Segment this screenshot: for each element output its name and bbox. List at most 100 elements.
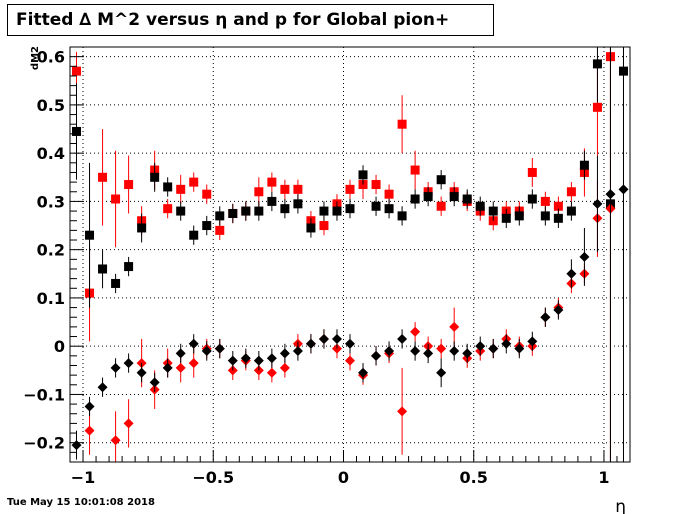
y-tick-label: 0: [54, 337, 65, 356]
data-point: [202, 221, 212, 231]
data-point: [123, 358, 134, 369]
data-point: [371, 201, 381, 211]
x-tick-label: 0: [338, 468, 349, 487]
data-point: [527, 194, 537, 204]
data-point: [331, 333, 342, 344]
data-point: [110, 435, 121, 446]
data-point: [124, 262, 134, 272]
data-point: [176, 184, 186, 194]
data-point: [553, 201, 563, 211]
data-point: [280, 204, 290, 214]
data-point: [124, 180, 134, 190]
data-point: [163, 204, 173, 214]
data-point: [397, 333, 408, 344]
data-point: [371, 180, 381, 190]
data-point: [358, 367, 369, 378]
data-point: [305, 338, 316, 349]
data-point: [215, 211, 225, 221]
y-tick-label: 0.1: [37, 289, 65, 308]
data-point: [410, 326, 421, 337]
data-point: [136, 367, 147, 378]
y-tick-label: 0.6: [37, 48, 65, 67]
data-point: [592, 59, 602, 69]
data-point: [279, 362, 290, 373]
data-point: [266, 353, 277, 364]
data-point: [436, 343, 447, 354]
data-point: [123, 418, 134, 429]
y-tick-label: −0.1: [23, 385, 65, 404]
data-point: [527, 167, 537, 177]
data-point: [449, 321, 460, 332]
data-point: [488, 206, 498, 216]
data-point: [579, 251, 590, 262]
data-point: [384, 346, 395, 357]
series-diamond-black: [71, 47, 629, 462]
data-point: [345, 184, 355, 194]
data-point: [449, 346, 460, 357]
data-point: [397, 211, 407, 221]
y-tick-label: 0.2: [37, 241, 65, 260]
data-point: [72, 126, 82, 136]
data-point: [397, 406, 408, 417]
data-point: [188, 338, 199, 349]
data-point: [566, 268, 577, 279]
data-layer: [71, 47, 629, 462]
data-point: [501, 213, 511, 223]
x-tick-label: 1: [598, 468, 609, 487]
data-point: [332, 206, 342, 216]
data-point: [501, 338, 512, 349]
chart-title: Fitted ∆ M^2 versus η and p for Global p…: [7, 4, 494, 36]
data-point: [98, 172, 108, 182]
data-point: [462, 348, 473, 359]
data-point: [175, 348, 186, 359]
data-point: [475, 201, 485, 211]
data-point: [292, 346, 303, 357]
plot-frame: [69, 46, 631, 463]
data-point: [605, 189, 616, 200]
data-point: [84, 425, 95, 436]
data-point: [254, 206, 264, 216]
data-point: [566, 187, 576, 197]
data-point: [566, 206, 576, 216]
data-point: [423, 348, 434, 359]
data-point: [293, 184, 303, 194]
data-point: [514, 343, 525, 354]
data-point: [358, 170, 368, 180]
data-point: [163, 182, 173, 192]
data-point: [176, 206, 186, 216]
data-point: [540, 312, 551, 323]
data-point: [85, 230, 95, 240]
data-point: [462, 194, 472, 204]
x-axis-label: η: [615, 497, 626, 514]
data-point: [110, 362, 121, 373]
y-tick-label: 0.4: [37, 144, 65, 163]
y-tick-label: 0.5: [37, 96, 65, 115]
data-point: [71, 440, 82, 451]
data-point: [475, 341, 486, 352]
data-point: [72, 66, 82, 76]
y-axis-label: dM2: [30, 46, 41, 70]
data-point: [449, 192, 459, 202]
data-point: [241, 206, 251, 216]
data-point: [280, 184, 290, 194]
x-tick-label: −0.5: [192, 468, 234, 487]
data-point: [279, 348, 290, 359]
data-point: [253, 355, 264, 366]
data-point: [514, 211, 524, 221]
y-tick-label: −0.2: [23, 434, 65, 453]
data-point: [240, 353, 251, 364]
data-point: [488, 343, 499, 354]
x-tick-label: −1: [71, 468, 96, 487]
data-point: [553, 304, 564, 315]
data-point: [306, 223, 316, 233]
data-point: [254, 187, 264, 197]
data-point: [436, 201, 446, 211]
data-point: [397, 119, 407, 129]
axes: −0.2 −0.1 0 0.1 0.2 0.3 0.4 0.5 0.6 −1 −0.5 0 0.5 1η d…: [23, 46, 631, 514]
data-point: [175, 362, 186, 373]
data-point: [137, 223, 147, 233]
data-point: [579, 160, 589, 170]
data-point: [98, 264, 108, 274]
data-point: [189, 177, 199, 187]
